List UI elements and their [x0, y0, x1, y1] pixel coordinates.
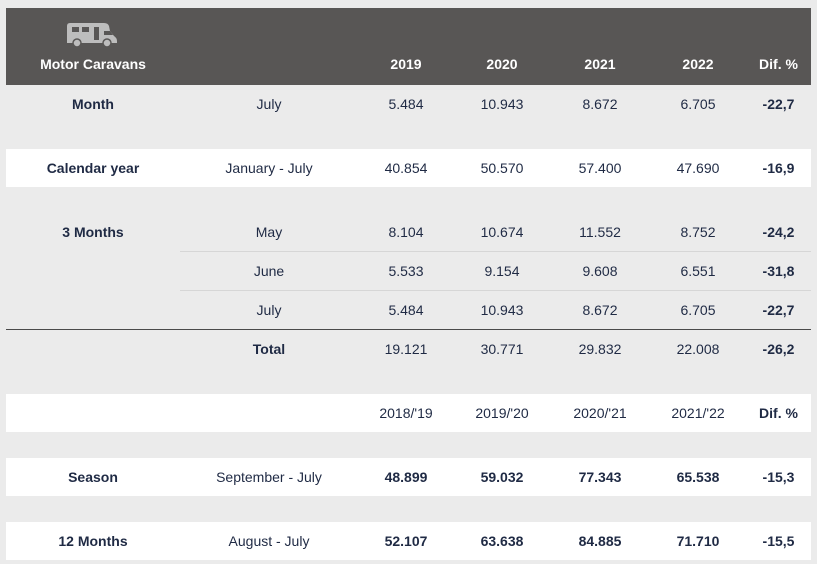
spacer — [6, 123, 811, 149]
season-2019-20: 2019/'20 — [475, 405, 529, 421]
table-header: Motor Caravans 2019 2020 2021 2022 Dif. … — [6, 8, 811, 85]
row-period: May — [255, 224, 283, 240]
row-label: 3 Months — [62, 224, 124, 240]
row-label: 12 Months — [58, 533, 128, 549]
total-divider — [6, 329, 811, 330]
value-2020: 10.674 — [480, 224, 524, 240]
header-year-2021: 2021 — [584, 56, 616, 72]
season-header-row: 2018/'19 2019/'20 2020/'21 2021/'22 Dif.… — [6, 394, 811, 432]
value-diff: -26,2 — [762, 341, 795, 357]
value-2022: 22.008 — [676, 341, 720, 357]
row-label: Calendar year — [46, 160, 140, 176]
value-2021: 11.552 — [579, 224, 621, 240]
season-2021-22: 2021/'22 — [671, 405, 725, 421]
table-row-3-months-july: July 5.484 10.943 8.672 6.705 -22,7 — [6, 291, 811, 329]
header-year-2020: 2020 — [486, 56, 518, 72]
row-divider — [6, 251, 811, 252]
spacer — [6, 187, 811, 213]
motorhome-icon — [64, 22, 118, 53]
value-2019: 5.533 — [388, 263, 424, 279]
value-diff: -24,2 — [762, 224, 795, 240]
value-2020-21: 77.343 — [578, 469, 622, 485]
spacer — [6, 496, 811, 522]
motor-caravans-registration-table: Motor Caravans 2019 2020 2021 2022 Dif. … — [6, 8, 811, 560]
value-2019: 8.104 — [388, 224, 424, 240]
row-period: September - July — [216, 469, 322, 485]
table-row-season: Season September - July 48.899 59.032 77… — [6, 458, 811, 496]
spacer — [6, 368, 811, 394]
value-diff: -22,7 — [762, 96, 795, 112]
value-2021-22: 71.710 — [676, 533, 720, 549]
value-2021: 57.400 — [578, 160, 622, 176]
value-2019: 5.484 — [388, 96, 424, 112]
value-diff: -16,9 — [762, 160, 795, 176]
value-2019-20: 63.638 — [480, 533, 524, 549]
value-2021-22: 65.538 — [676, 469, 720, 485]
season-diff-header: Dif. % — [759, 405, 798, 421]
row-divider — [6, 290, 811, 291]
value-2019: 5.484 — [388, 302, 424, 318]
value-diff: -22,7 — [762, 302, 795, 318]
value-2019: 40.854 — [384, 160, 428, 176]
header-year-2022: 2022 — [682, 56, 714, 72]
table-row-12-months: 12 Months August - July 52.107 63.638 84… — [6, 522, 811, 560]
table-row-calendar-year: Calendar year January - July 40.854 50.5… — [6, 149, 811, 187]
value-2021: 8.672 — [582, 302, 618, 318]
table-row-3-months-may: 3 Months May 8.104 10.674 11.552 8.752 -… — [6, 213, 811, 251]
value-2018-19: 48.899 — [384, 469, 428, 485]
value-2022: 47.690 — [676, 160, 720, 176]
value-2021: 8.672 — [582, 96, 618, 112]
value-2021: 9.608 — [582, 263, 618, 279]
row-period: January - July — [225, 160, 313, 176]
value-diff: -31,8 — [762, 263, 795, 279]
row-period: August - July — [228, 533, 310, 549]
season-2020-21: 2020/'21 — [573, 405, 627, 421]
header-year-2019: 2019 — [390, 56, 422, 72]
row-period: June — [253, 263, 285, 279]
value-diff: -15,5 — [762, 533, 795, 549]
header-diff: Dif. % — [759, 56, 798, 72]
row-period: July — [256, 302, 282, 318]
value-2021: 29.832 — [578, 341, 622, 357]
table-row-3-months-june: June 5.533 9.154 9.608 6.551 -31,8 — [6, 252, 811, 290]
value-2022: 6.705 — [680, 302, 716, 318]
value-2019: 19.121 — [384, 341, 428, 357]
table-row-month: Month July 5.484 10.943 8.672 6.705 -22,… — [6, 85, 811, 123]
value-2022: 6.551 — [680, 263, 716, 279]
value-2020: 10.943 — [480, 302, 524, 318]
header-title: Motor Caravans — [40, 56, 146, 72]
value-2020: 9.154 — [484, 263, 520, 279]
row-label: Season — [68, 469, 118, 485]
row-period: Total — [252, 341, 286, 357]
row-label: Month — [72, 96, 114, 112]
value-diff: -15,3 — [762, 469, 795, 485]
value-2019-20: 59.032 — [480, 469, 524, 485]
spacer — [6, 432, 811, 458]
value-2020: 30.771 — [480, 341, 524, 357]
season-2018-19: 2018/'19 — [379, 405, 433, 421]
value-2020-21: 84.885 — [578, 533, 622, 549]
value-2022: 6.705 — [680, 96, 716, 112]
table-row-3-months-total: Total 19.121 30.771 29.832 22.008 -26,2 — [6, 330, 811, 368]
value-2022: 8.752 — [680, 224, 716, 240]
value-2020: 50.570 — [480, 160, 524, 176]
value-2018-19: 52.107 — [384, 533, 428, 549]
value-2020: 10.943 — [480, 96, 524, 112]
row-period: July — [256, 96, 282, 112]
